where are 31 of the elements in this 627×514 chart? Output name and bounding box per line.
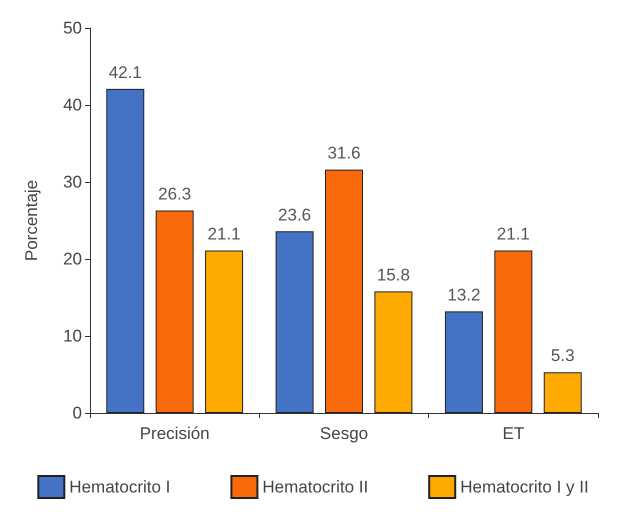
data-label: 15.8 bbox=[376, 265, 410, 284]
bar bbox=[106, 88, 144, 413]
legend-label: Hematocrito I y II bbox=[460, 478, 589, 496]
x-tick-label: Precisión bbox=[140, 424, 210, 443]
bar bbox=[276, 231, 314, 413]
bar bbox=[325, 170, 363, 413]
bar bbox=[494, 250, 532, 413]
data-label: 26.3 bbox=[158, 184, 192, 204]
data-label: 13.2 bbox=[447, 285, 480, 304]
y-tick-label: 20 bbox=[63, 250, 82, 268]
y-tick-label: 50 bbox=[63, 18, 82, 38]
y-tick-label: 40 bbox=[63, 96, 82, 114]
data-label: 5.3 bbox=[550, 346, 575, 366]
data-label: 42.1 bbox=[108, 62, 142, 82]
y-axis-title: Porcentaje bbox=[22, 180, 41, 262]
bar bbox=[374, 291, 412, 413]
bar bbox=[444, 311, 483, 413]
data-label: 21.1 bbox=[496, 224, 530, 244]
legend-label: Hematocrito II bbox=[262, 478, 368, 496]
bar bbox=[205, 250, 244, 413]
y-tick-label: 10 bbox=[63, 326, 82, 346]
data-label: 31.6 bbox=[327, 144, 361, 163]
y-tick-label: 30 bbox=[63, 172, 82, 192]
legend-label: Hematocrito I bbox=[69, 478, 170, 496]
data-label: 23.6 bbox=[278, 205, 312, 224]
x-tick-label: ET bbox=[502, 424, 524, 443]
data-label: 21.1 bbox=[208, 224, 241, 244]
y-tick-label: 0 bbox=[72, 404, 82, 422]
bar bbox=[156, 210, 194, 413]
x-tick-label: Sesgo bbox=[320, 424, 368, 443]
bar bbox=[544, 372, 582, 413]
